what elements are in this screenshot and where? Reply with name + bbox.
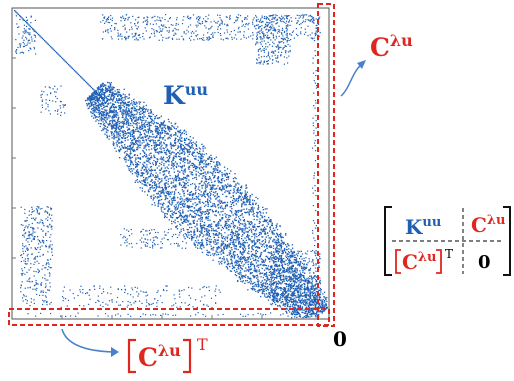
c-lambda-u-transpose-row-box (8, 308, 330, 326)
block-zero: 0 (478, 252, 491, 273)
block-matrix-right-bracket (503, 206, 511, 276)
block-c-lambda-u-transpose: Cλu T (395, 247, 453, 274)
sparsity-pattern (14, 10, 328, 319)
block-c-lambda-u: Cλu (471, 213, 506, 237)
arrow-to-c-right (340, 63, 363, 97)
plot-ticks (12, 57, 263, 319)
zero-corner-label: 0 (333, 327, 347, 351)
block-kuu: Kuu (405, 215, 441, 239)
block-matrix-left-bracket (384, 206, 392, 276)
c-lambda-u-label: Cλu (370, 31, 413, 62)
sparsity-plot-frame (11, 7, 330, 320)
arrow-head-c-right (357, 60, 366, 69)
kuu-label: Kuu (163, 80, 208, 110)
arrow-head-c-bottom (111, 347, 119, 357)
c-lambda-u-transpose-label: Cλu T (127, 335, 208, 374)
block-matrix: Kuu Cλu Cλu T 0 (384, 206, 511, 276)
arrow-to-c-bottom (61, 328, 114, 353)
